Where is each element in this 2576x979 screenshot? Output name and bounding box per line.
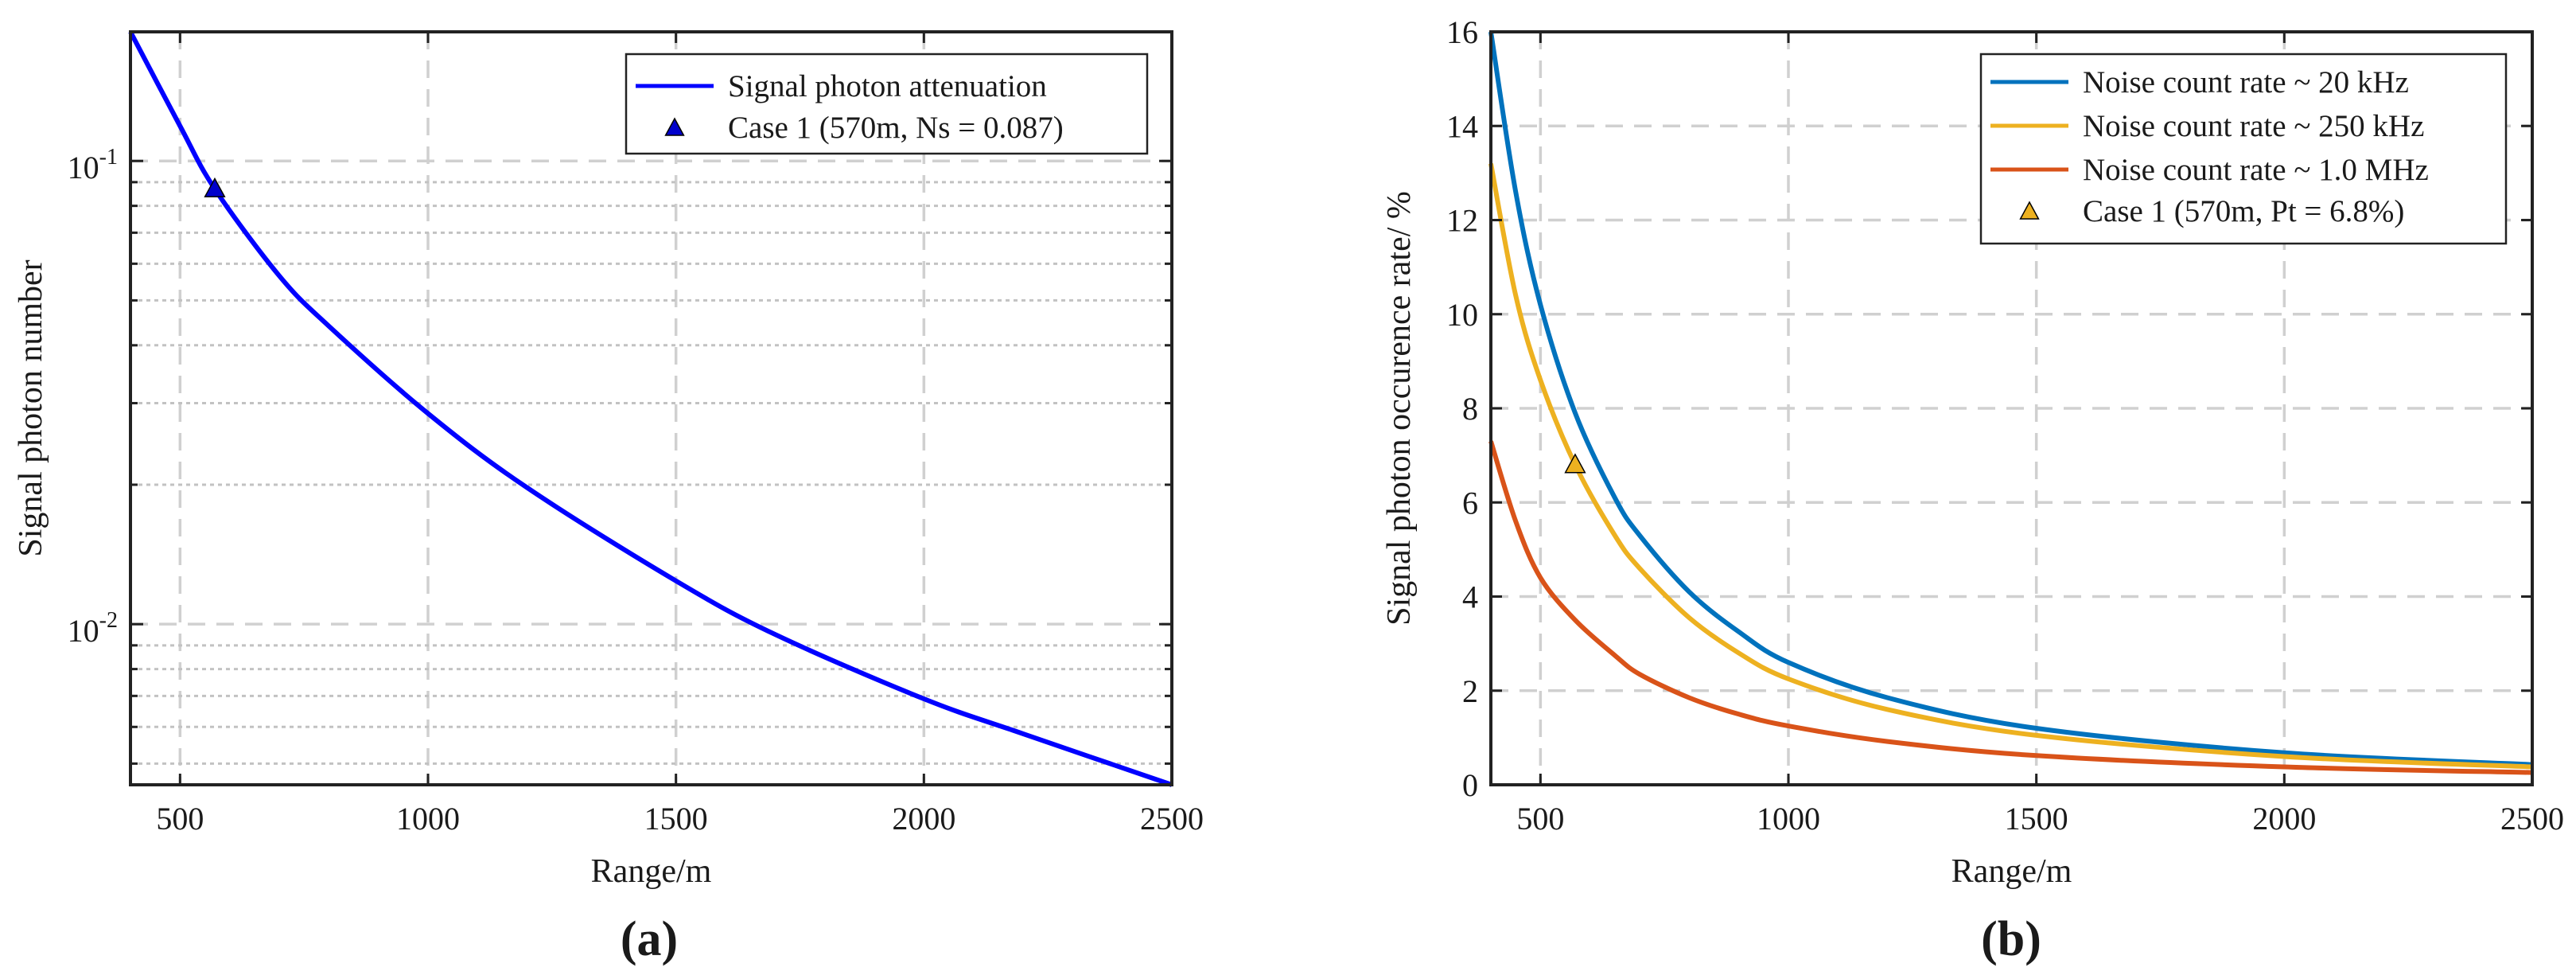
chart-b-x-axis-label: Range/m xyxy=(1951,853,2072,890)
chart-a-x-axis-label: Range/m xyxy=(591,853,712,890)
chart-b-y-tick-label: 16 xyxy=(1446,14,1478,50)
chart-b-x-tick-label: 2000 xyxy=(2252,801,2316,837)
chart-b-marker-layer xyxy=(1564,453,1586,474)
chart-b-y-tick-label: 4 xyxy=(1462,579,1478,615)
chart-a-x-tick-label: 1000 xyxy=(396,801,460,837)
chart-b-y-tick-label: 14 xyxy=(1446,108,1478,144)
chart-b-x-tick-label: 1500 xyxy=(2005,801,2068,837)
chart-a-y-tick-base: 10 xyxy=(68,613,99,649)
chart-a-grid xyxy=(130,32,1172,785)
chart-a-legend-label: Signal photon attenuation xyxy=(728,69,1047,103)
chart-a-legend: Signal photon attenuation Case 1 (570m, … xyxy=(625,53,1149,155)
chart-b-legend: Noise count rate ~ 20 kHz Noise count ra… xyxy=(1979,53,2508,245)
chart-b-case-marker xyxy=(1564,453,1586,474)
chart-b-y-axis-label: Signal photon occurence rate/ % xyxy=(1381,191,1418,626)
chart-b-x-tick-label: 500 xyxy=(1516,801,1564,837)
chart-a-legend-box xyxy=(625,53,1149,155)
chart-a-y-tick-base: 10 xyxy=(68,150,99,185)
chart-b-series-line xyxy=(1488,440,2533,775)
chart-a-tick-layer xyxy=(130,32,1173,785)
chart-a-y-tick-exponent: -1 xyxy=(99,145,118,170)
chart-b-x-tick-label: 2500 xyxy=(2500,801,2564,837)
chart-b-y-tick-label: 6 xyxy=(1462,485,1478,521)
chart-b-legend-label: Noise count rate ~ 20 kHz xyxy=(2083,65,2409,99)
chart-b-tick-layer xyxy=(1491,30,2534,786)
chart-a-y-tick-exponent: -2 xyxy=(99,608,118,633)
chart-b-series-layer xyxy=(1488,31,2533,775)
chart-a-x-tick-label: 2000 xyxy=(892,801,955,837)
chart-b-legend-label: Noise count rate ~ 1.0 MHz xyxy=(2083,153,2429,187)
chart-a-legend-label: Case 1 (570m, Ns = 0.087) xyxy=(728,111,1064,145)
chart-b-y-tick-label: 12 xyxy=(1446,203,1478,239)
chart-b-series-line xyxy=(1488,31,2533,767)
chart-a-y-axis-label: Signal photon number xyxy=(13,259,49,556)
chart-b-panel-label: (b) xyxy=(1981,912,2041,966)
chart-a-y-tick-label: 10-2 xyxy=(68,608,118,649)
chart-a-y-tick-label: 10-1 xyxy=(68,145,118,185)
chart-b: 500 1000 1500 2000 2500 0 2 4 6 8 10 12 … xyxy=(1381,14,2564,966)
chart-b-y-tick-label: 2 xyxy=(1462,673,1478,709)
chart-a-plot-frame xyxy=(129,30,1173,786)
chart-a-x-tick-label: 1500 xyxy=(644,801,708,837)
chart-b-y-tick-label: 8 xyxy=(1462,391,1478,427)
chart-a-legend-marker-icon xyxy=(664,117,685,136)
chart-b-legend-label: Case 1 (570m, Pt = 6.8%) xyxy=(2083,194,2404,228)
chart-b-y-tick-label: 10 xyxy=(1446,297,1478,333)
chart-b-y-tick-label: 0 xyxy=(1462,767,1478,803)
chart-a-x-tick-label: 2500 xyxy=(1140,801,1204,837)
chart-a: 500 1000 1500 2000 2500 10-1 10-2 Range/… xyxy=(13,30,1204,966)
chart-b-legend-marker-icon xyxy=(2019,201,2040,220)
chart-a-panel-label: (a) xyxy=(621,912,678,966)
chart-b-x-tick-label: 1000 xyxy=(1757,801,1820,837)
chart-b-legend-box xyxy=(1979,53,2508,245)
chart-b-series-line xyxy=(1488,163,2533,770)
chart-a-case-marker xyxy=(204,177,226,197)
chart-a-marker-layer xyxy=(204,177,226,197)
chart-a-x-tick-label: 500 xyxy=(156,801,204,837)
chart-b-legend-label: Noise count rate ~ 250 kHz xyxy=(2083,109,2424,143)
